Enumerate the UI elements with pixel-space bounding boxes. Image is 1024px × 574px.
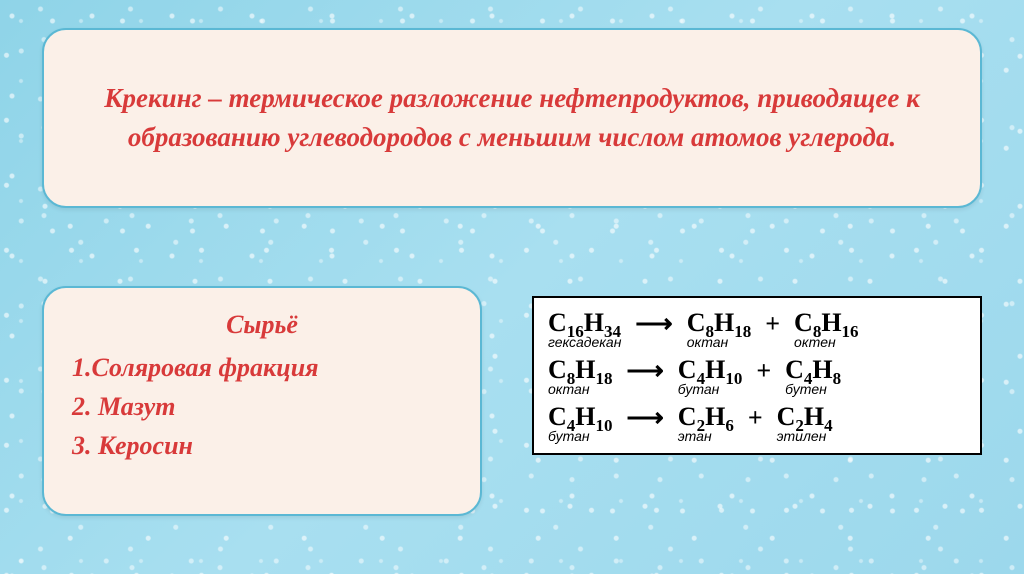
molecule-name: бутан <box>678 381 720 397</box>
molecule-product: C8H16октен <box>794 310 859 350</box>
plus-sign: + <box>756 356 771 398</box>
chemical-formula: C2H4 <box>777 404 833 430</box>
molecule-name: бутен <box>785 381 827 397</box>
chemical-formula: C8H18 <box>687 310 752 336</box>
definition-text: Крекинг – термическое разложение нефтепр… <box>84 79 940 157</box>
chemical-formula: C8H16 <box>794 310 859 336</box>
molecule-product: C4H8бутен <box>785 357 841 397</box>
molecule-product: C2H6этан <box>678 404 734 444</box>
molecule-name: этан <box>678 428 712 444</box>
molecule-name: этилен <box>777 428 827 444</box>
reaction-row: C8H18октан ⟶ C4H10бутан + C4H8бутен <box>548 355 966 398</box>
molecule-product: C8H18октан <box>687 310 752 350</box>
reaction-row: C16H34гексадекан ⟶ C8H18октан + C8H16октен <box>548 308 966 351</box>
molecule-reactant: C8H18октан <box>548 357 613 397</box>
reaction-row: C4H10бутан ⟶ C2H6этан + C2H4этилен <box>548 402 966 445</box>
chemical-formula: C4H10 <box>678 357 743 383</box>
plus-sign: + <box>748 403 763 445</box>
chemical-formula: C16H34 <box>548 310 621 336</box>
molecule-name: октен <box>794 334 836 350</box>
molecule-name: гексадекан <box>548 334 621 350</box>
molecule-product: C4H10бутан <box>678 357 743 397</box>
chemical-formula: C4H8 <box>785 357 841 383</box>
molecule-name: октан <box>687 334 729 350</box>
list-item: 2. Мазут <box>72 387 452 426</box>
raw-materials-panel: Сырьё 1.Соляровая фракция 2. Мазут 3. Ке… <box>42 286 482 516</box>
definition-panel: Крекинг – термическое разложение нефтепр… <box>42 28 982 208</box>
arrow-icon: ⟶ <box>627 355 664 398</box>
molecule-product: C2H4этилен <box>777 404 833 444</box>
cracking-reactions-table: C16H34гексадекан⟶C8H18октан+C8H16октенC8… <box>532 296 982 455</box>
plus-sign: + <box>765 309 780 351</box>
molecule-reactant: C4H10бутан <box>548 404 613 444</box>
molecule-name: бутан <box>548 428 590 444</box>
list-item: 3. Керосин <box>72 426 452 465</box>
chemical-formula: C8H18 <box>548 357 613 383</box>
arrow-icon: ⟶ <box>627 402 664 445</box>
chemical-formula: C2H6 <box>678 404 734 430</box>
molecule-reactant: C16H34гексадекан <box>548 310 621 350</box>
molecule-name: октан <box>548 381 590 397</box>
arrow-icon: ⟶ <box>635 308 672 351</box>
list-item: 1.Соляровая фракция <box>72 348 452 387</box>
raw-materials-heading: Сырьё <box>72 310 452 340</box>
chemical-formula: C4H10 <box>548 404 613 430</box>
